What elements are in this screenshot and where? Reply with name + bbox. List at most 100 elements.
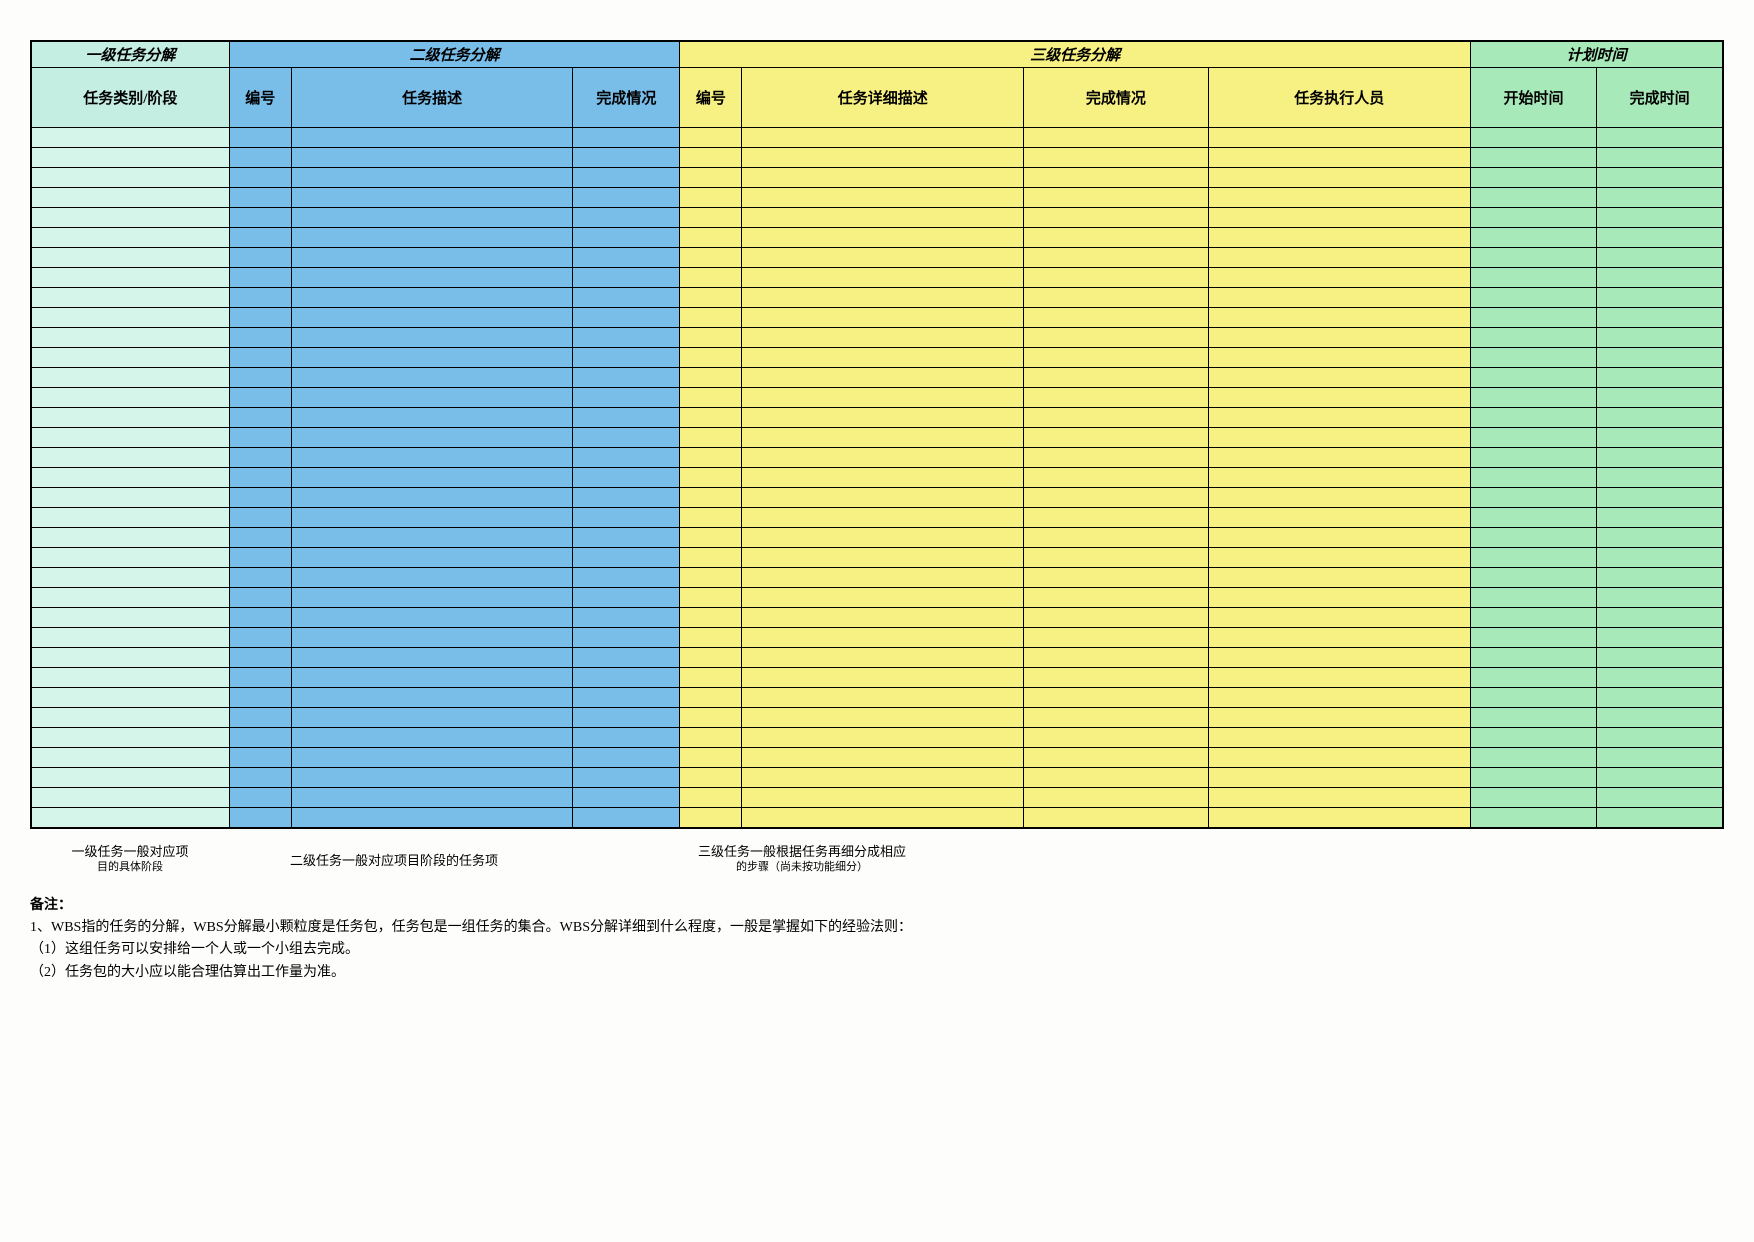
table-cell: [742, 168, 1024, 188]
table-cell: [229, 628, 291, 648]
table-row: [31, 308, 1723, 328]
table-cell: [1597, 368, 1723, 388]
table-cell: [1024, 268, 1209, 288]
table-cell: [680, 708, 742, 728]
table-cell: [573, 808, 680, 828]
table-cell: [1470, 548, 1596, 568]
table-cell: [742, 448, 1024, 468]
table-row: [31, 748, 1723, 768]
table-cell: [31, 628, 229, 648]
table-cell: [291, 248, 573, 268]
table-cell: [573, 168, 680, 188]
table-cell: [1470, 708, 1596, 728]
table-cell: [742, 128, 1024, 148]
table-cell: [1024, 308, 1209, 328]
table-row: [31, 188, 1723, 208]
table-cell: [680, 188, 742, 208]
table-cell: [291, 708, 573, 728]
table-cell: [680, 248, 742, 268]
table-cell: [1024, 448, 1209, 468]
table-cell: [1470, 648, 1596, 668]
table-cell: [573, 288, 680, 308]
footer-note-3-line2: 的步骤（尚未按功能细分）: [698, 860, 906, 874]
table-cell: [1597, 788, 1723, 808]
table-cell: [573, 448, 680, 468]
table-cell: [1597, 508, 1723, 528]
table-cell: [1597, 688, 1723, 708]
table-cell: [1024, 688, 1209, 708]
table-row: [31, 288, 1723, 308]
footer-note-level1: 一级任务一般对应项 目的具体阶段: [50, 844, 210, 875]
table-cell: [1024, 648, 1209, 668]
table-cell: [229, 428, 291, 448]
table-cell: [291, 268, 573, 288]
table-cell: [1597, 348, 1723, 368]
table-cell: [31, 688, 229, 708]
table-cell: [1208, 308, 1470, 328]
table-cell: [1208, 328, 1470, 348]
table-cell: [573, 588, 680, 608]
table-cell: [680, 468, 742, 488]
table-cell: [1470, 788, 1596, 808]
table-cell: [291, 168, 573, 188]
table-cell: [1597, 808, 1723, 828]
table-cell: [573, 608, 680, 628]
table-cell: [1024, 708, 1209, 728]
table-cell: [291, 808, 573, 828]
table-cell: [1024, 488, 1209, 508]
table-cell: [1597, 428, 1723, 448]
table-cell: [1024, 348, 1209, 368]
table-cell: [1024, 548, 1209, 568]
table-cell: [1597, 268, 1723, 288]
table-cell: [573, 648, 680, 668]
footer-notes: 一级任务一般对应项 目的具体阶段 二级任务一般对应项目阶段的任务项 三级任务一般…: [30, 844, 1724, 875]
table-cell: [1470, 368, 1596, 388]
table-cell: [229, 188, 291, 208]
table-cell: [31, 368, 229, 388]
table-cell: [1024, 528, 1209, 548]
table-cell: [31, 548, 229, 568]
table-cell: [229, 208, 291, 228]
table-cell: [1208, 548, 1470, 568]
table-cell: [1597, 248, 1723, 268]
table-cell: [742, 788, 1024, 808]
table-cell: [1470, 388, 1596, 408]
table-cell: [1208, 208, 1470, 228]
table-cell: [742, 208, 1024, 228]
table-cell: [742, 288, 1024, 308]
table-cell: [229, 288, 291, 308]
table-cell: [680, 688, 742, 708]
table-cell: [1208, 408, 1470, 428]
table-row: [31, 648, 1723, 668]
table-cell: [1597, 128, 1723, 148]
table-cell: [1208, 608, 1470, 628]
table-cell: [1470, 288, 1596, 308]
table-cell: [229, 228, 291, 248]
table-cell: [31, 708, 229, 728]
table-cell: [1470, 168, 1596, 188]
table-cell: [1470, 348, 1596, 368]
table-cell: [229, 328, 291, 348]
table-cell: [31, 328, 229, 348]
table-cell: [1208, 368, 1470, 388]
table-cell: [31, 588, 229, 608]
table-cell: [680, 268, 742, 288]
table-cell: [680, 808, 742, 828]
table-cell: [742, 308, 1024, 328]
table-cell: [1597, 288, 1723, 308]
table-cell: [573, 268, 680, 288]
table-cell: [1597, 768, 1723, 788]
table-cell: [680, 388, 742, 408]
table-cell: [1208, 568, 1470, 588]
table-cell: [1208, 128, 1470, 148]
subheader-l2-id: 编号: [229, 68, 291, 128]
table-cell: [229, 768, 291, 788]
remarks-line1: 1、WBS指的任务的分解，WBS分解最小颗粒度是任务包，任务包是一组任务的集合。…: [30, 917, 1724, 939]
table-cell: [31, 808, 229, 828]
table-cell: [742, 488, 1024, 508]
table-cell: [1208, 648, 1470, 668]
table-cell: [742, 328, 1024, 348]
table-cell: [229, 448, 291, 468]
table-cell: [742, 708, 1024, 728]
table-row: [31, 168, 1723, 188]
